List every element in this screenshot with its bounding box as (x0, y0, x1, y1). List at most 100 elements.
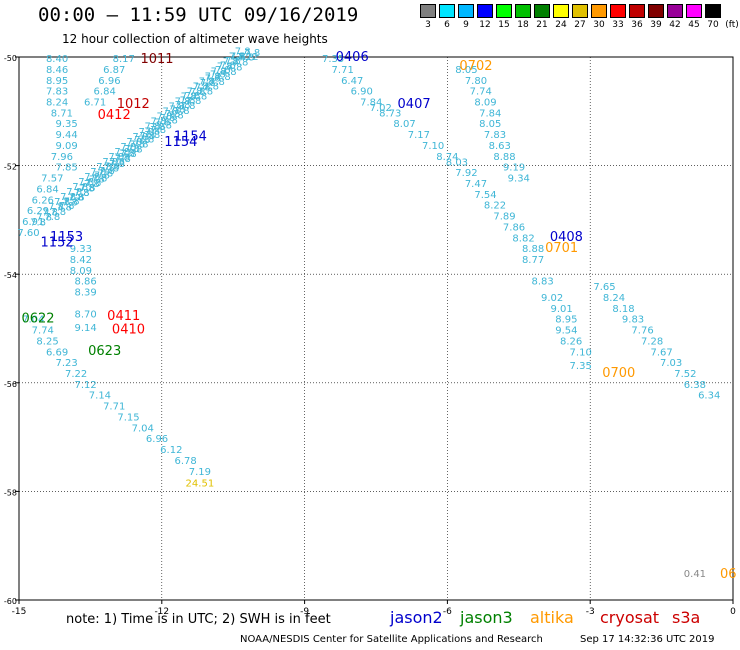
scale-label: 9 (463, 20, 469, 30)
swath-mark: 7.8 (150, 117, 166, 128)
pass-time-label: 0410 (112, 323, 145, 338)
swath-mark: 7.8 (203, 82, 219, 93)
swath-mark: 7.8 (235, 46, 251, 57)
swh-value: 6.34 (698, 391, 720, 402)
swh-value: 7.74 (32, 326, 54, 337)
swh-value: 8.71 (51, 108, 73, 119)
swath-mark: 7.8 (180, 96, 196, 107)
swath-mark: 7.8 (72, 182, 88, 193)
swh-value: 7.76 (631, 326, 653, 337)
swath-mark: 7.8 (89, 175, 105, 186)
swath-mark: 7.8 (191, 91, 207, 102)
swath-mark: 7.8 (64, 197, 80, 208)
swath-mark: 7.8 (133, 140, 149, 151)
x-tick-label: -6 (443, 607, 452, 617)
swath-mark: 7.8 (190, 87, 206, 98)
swh-value: 8.42 (70, 255, 92, 266)
swh-value: 6.71 (84, 98, 106, 109)
swath-mark: 7.8 (129, 140, 145, 151)
swh-value: 6.29 (27, 206, 49, 217)
chart-title: 00:00 — 11:59 UTC 09/16/2019 (38, 4, 359, 26)
swh-value: 7.35 (322, 54, 344, 65)
swath-mark: 7.8 (221, 67, 237, 78)
credit-line: NOAA/NESDIS Center for Satellite Applica… (240, 634, 543, 645)
swath-mark: 7.8 (217, 61, 233, 72)
swath-mark: 7.8 (134, 135, 150, 146)
swh-value: 8.03 (446, 157, 468, 168)
swh-value: 7.19 (189, 467, 211, 478)
swath-mark: 7.8 (50, 207, 66, 218)
swh-value: 7.03 (660, 358, 682, 369)
legend-altika: altika (530, 608, 574, 627)
swh-value: 7.96 (51, 152, 73, 163)
swath-mark: 7.8 (233, 58, 249, 69)
swath-mark: 7.8 (90, 167, 106, 178)
scale-swatch (591, 4, 607, 18)
swath-mark: 7.8 (48, 202, 64, 213)
swath-mark: 7.8 (169, 102, 185, 113)
swh-value: 7.15 (117, 412, 139, 423)
swath-mark: 7.8 (150, 125, 166, 136)
swath-mark: 7.8 (211, 66, 227, 77)
plot-frame (18, 56, 734, 601)
swath-mark: 7.8 (121, 149, 137, 160)
swh-value: 7.14 (89, 391, 111, 402)
scale-swatch (648, 4, 664, 18)
swh-value: 8.83 (531, 277, 553, 288)
swh-value: 8.77 (522, 255, 544, 266)
swh-value: 9.01 (551, 304, 573, 315)
swath-mark: 7.8 (175, 100, 191, 111)
swath-mark: 7.8 (56, 202, 72, 213)
swh-value: 7.84 (360, 98, 382, 109)
swath-mark: 7.8 (114, 153, 130, 164)
legend-jason3: jason3 (460, 608, 513, 627)
scale-swatch (496, 4, 512, 18)
scale-swatch (458, 4, 474, 18)
swath-mark: 7.8 (197, 86, 213, 97)
swh-value: 9.19 (503, 163, 525, 174)
scale-swatch (667, 4, 683, 18)
swh-value: 7.80 (465, 76, 487, 87)
scale-swatch (420, 4, 436, 18)
y-tick-label: -56 (4, 380, 17, 389)
swath-mark: 7.8 (205, 71, 221, 82)
swh-value: 7.23 (55, 358, 77, 369)
swh-value: 8.46 (46, 65, 68, 76)
swh-value: 6.78 (174, 456, 196, 467)
swath-mark: 7.8 (156, 120, 172, 131)
swh-value: 7.35 (570, 361, 592, 372)
swh-value: 0.41 (684, 569, 706, 580)
scale-label: 30 (593, 20, 605, 30)
scale-label: 36 (631, 20, 643, 30)
swh-value: 6.91 (22, 217, 44, 228)
swath-mark: 7.8 (210, 69, 226, 80)
swath-mark: 7.8 (44, 212, 60, 223)
swh-value: 6.90 (351, 87, 373, 98)
swath-mark: 7.8 (60, 192, 76, 203)
swath-mark: 7.8 (159, 113, 175, 124)
swh-value: 7.28 (641, 336, 663, 347)
swh-value: 7.60 (17, 228, 39, 239)
swh-value: 7.57 (41, 174, 63, 185)
swath-mark: 7.8 (36, 212, 52, 223)
pass-time-label: 1153 (50, 230, 83, 245)
swh-value: 7.52 (674, 369, 696, 380)
y-tick-label: -58 (4, 488, 17, 497)
pass-time-label: 0622 (21, 312, 54, 327)
swh-value: 6.84 (94, 87, 116, 98)
pass-time-label: 0411 (107, 309, 140, 324)
swath-mark: 7.8 (200, 78, 216, 89)
swh-value: 6.38 (684, 380, 706, 391)
swh-value: 9.34 (508, 174, 530, 185)
y-tick-label: -60 (4, 597, 17, 606)
swath-mark: 7.8 (103, 164, 119, 175)
swath-mark: 7.8 (99, 166, 115, 177)
swh-value: 8.05 (455, 65, 477, 76)
swh-value: 6.87 (103, 65, 125, 76)
scale-label: 21 (536, 20, 548, 30)
legend-s3a: s3a (672, 608, 701, 627)
swh-value: 7.02 (370, 103, 392, 114)
swh-value: 6.12 (160, 445, 182, 456)
swath-mark: 7.8 (104, 162, 120, 173)
swh-value: 9.14 (75, 323, 97, 334)
